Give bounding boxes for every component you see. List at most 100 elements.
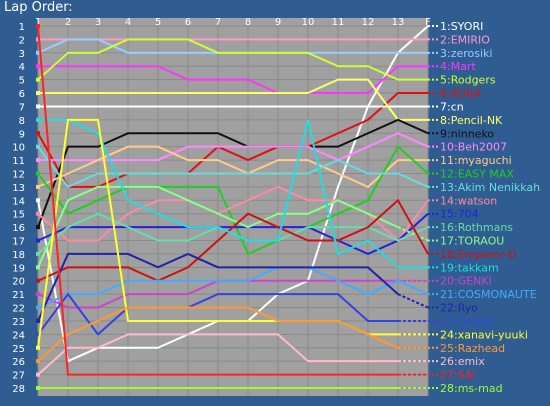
legend-label: 13:Akim Nenikkah — [440, 181, 540, 194]
series-start-point — [36, 359, 40, 364]
series-start-point — [36, 386, 40, 390]
legend-label: 21:COSMONAUTE — [440, 288, 537, 301]
y-tick-label: 12 — [12, 169, 25, 180]
chart-title: Lap Order: — [4, 0, 73, 15]
legend-label: 10:Beh2007 — [440, 141, 507, 154]
series-start-point — [36, 318, 40, 323]
series-line-27 — [37, 25, 398, 376]
legend-label: 2:EMIRIO — [440, 33, 490, 46]
x-tick-label: F — [425, 17, 431, 28]
y-tick-label: 28 — [12, 384, 25, 395]
legend-label: 24:xanavi-yuuki — [440, 328, 528, 341]
y-tick-label: 11 — [12, 156, 25, 167]
series-line-19 — [38, 118, 428, 269]
y-tick-label: 20 — [12, 277, 25, 288]
series-start-point — [36, 305, 40, 310]
series-tail-22 — [397, 293, 429, 309]
series-start-point — [36, 211, 40, 216]
legend-label: 5:Rodgers — [440, 74, 496, 87]
series-start-point — [36, 131, 40, 136]
legend-label: 4:Mart — [440, 60, 476, 73]
series-start-point — [36, 50, 40, 55]
y-tick-label: 22 — [12, 304, 25, 315]
series-start-point — [36, 144, 40, 149]
y-tick-label: 19 — [12, 263, 25, 274]
y-tick-label: 10 — [12, 143, 25, 154]
legend-label: 1:SYORI — [440, 20, 483, 33]
y-tick-label: 14 — [12, 196, 25, 207]
series-start-point — [36, 117, 40, 122]
x-tick-label: 2 — [65, 17, 71, 28]
y-tick-label: 24 — [12, 330, 25, 341]
series-line-18 — [37, 198, 429, 282]
legend-label: 18:Emperor-D — [440, 248, 516, 261]
legend-label: 26:emix — [440, 355, 485, 368]
series-start-point — [36, 158, 40, 163]
x-tick-label: 12 — [362, 17, 375, 28]
series-line-6 — [37, 92, 428, 188]
series-start-point — [36, 278, 40, 283]
x-tick-label: 11 — [332, 17, 345, 28]
series-start-point — [36, 372, 40, 377]
series-line-8 — [38, 78, 428, 121]
series-start-point — [36, 64, 40, 69]
y-tick-label: 27 — [12, 371, 25, 382]
series-start-point — [36, 77, 40, 82]
y-tick-label: 13 — [12, 183, 25, 194]
x-tick-label: 4 — [125, 17, 131, 28]
y-tick-label: 26 — [12, 357, 25, 368]
y-tick-label: 25 — [12, 344, 25, 355]
y-tick-label: 18 — [12, 250, 25, 261]
x-tick-label: 5 — [155, 17, 161, 28]
y-tick-label: 15 — [12, 210, 25, 221]
series-start-point — [36, 225, 40, 230]
legend-label: 22:Ryo — [440, 302, 478, 315]
legend-label: 3:zerosiki — [440, 47, 492, 60]
legend-label: 8:Pencil-NK — [440, 114, 503, 127]
legend-label: 19:takkam — [440, 261, 499, 274]
y-tick-label: 9 — [19, 129, 25, 140]
series-start-point — [36, 37, 40, 42]
series-line-23 — [37, 292, 398, 336]
series-line-13 — [37, 146, 429, 189]
x-tick-label: 7 — [215, 17, 221, 28]
y-tick-label: 8 — [19, 116, 25, 127]
series-start-point — [36, 171, 40, 176]
series-start-point — [36, 104, 40, 109]
series-line-21 — [37, 266, 429, 309]
legend-label: 16:Rothmans — [440, 221, 513, 234]
x-tick-label: 9 — [275, 17, 281, 28]
series-start-point — [36, 91, 40, 96]
y-tick-label: 4 — [19, 62, 25, 73]
series-line-4 — [38, 65, 428, 95]
series-start-point — [36, 24, 40, 28]
y-tick-label: 16 — [12, 223, 25, 234]
x-tick-label: 8 — [245, 17, 251, 28]
series-start-point — [36, 345, 40, 350]
y-tick-label: 7 — [19, 102, 25, 113]
legend-label: 23:Dream — [440, 315, 495, 328]
series-start-point — [36, 265, 40, 270]
y-tick-label: 2 — [19, 35, 25, 46]
legend-label: 12:EASY MAX — [440, 167, 514, 180]
y-tick-label: 21 — [12, 290, 25, 301]
series-line-17 — [37, 185, 399, 268]
legend-label: 7:cn — [440, 100, 464, 113]
series-line-26 — [37, 333, 398, 376]
legend-label: 15:704 — [440, 208, 479, 221]
legend-label: 11:myaguchi — [440, 154, 512, 167]
series-line-22 — [37, 252, 399, 322]
series-start-point — [36, 251, 40, 256]
series-start-point — [36, 198, 40, 203]
y-tick-label: 1 — [19, 22, 25, 33]
y-tick-label: 17 — [12, 237, 25, 248]
y-tick-label: 3 — [19, 49, 25, 60]
series-start-point — [36, 238, 40, 243]
y-tick-label: 6 — [19, 89, 25, 100]
series-line-25 — [37, 306, 399, 362]
series-start-point — [36, 292, 40, 297]
x-tick-label: 3 — [95, 17, 101, 28]
legend-label: 17:TORAOU — [440, 235, 504, 248]
